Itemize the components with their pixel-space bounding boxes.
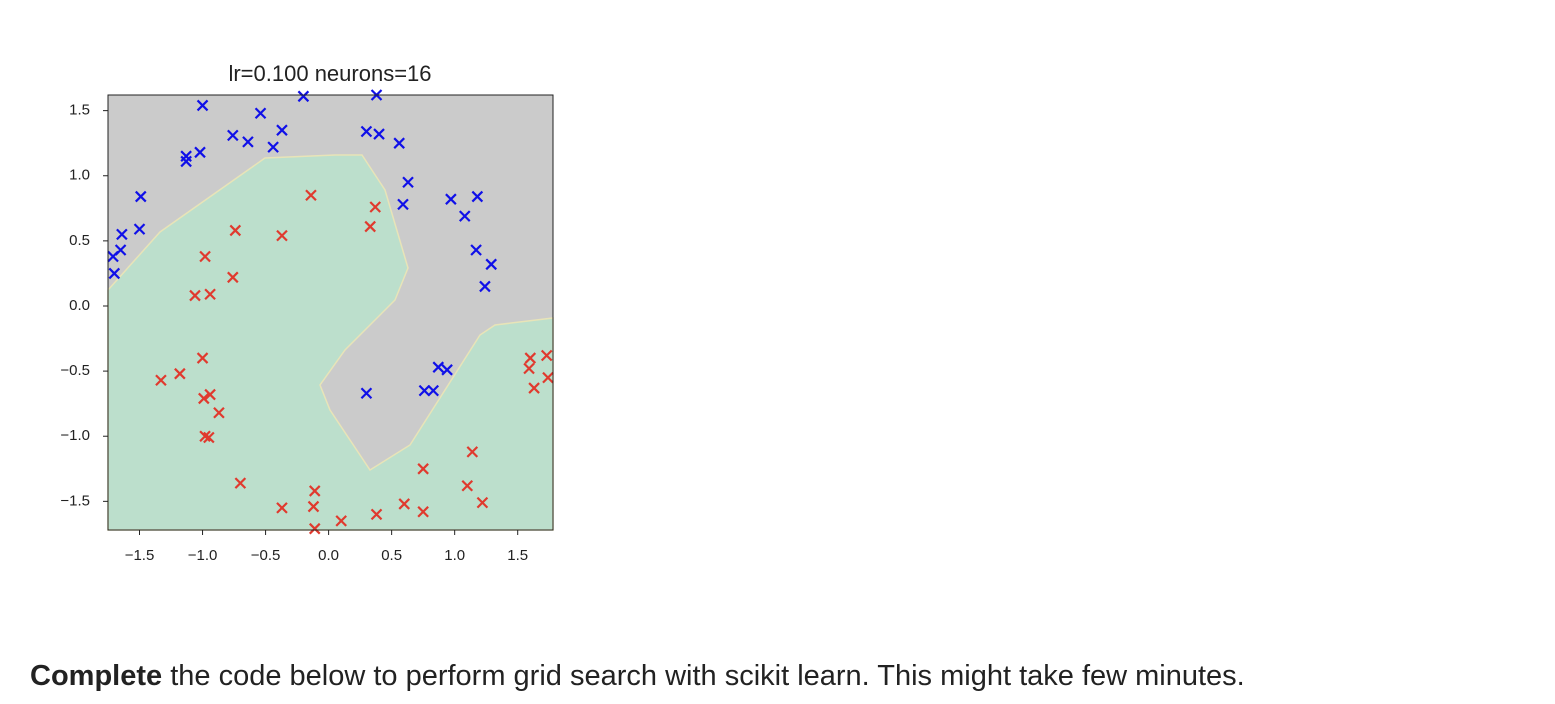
point: [364, 220, 376, 233]
point: [458, 210, 471, 222]
x-tick-label: 1.5: [507, 547, 528, 564]
point: [308, 522, 321, 535]
point: [297, 90, 310, 103]
point: [471, 190, 484, 203]
point: [528, 382, 540, 394]
point: [199, 430, 211, 443]
point: [116, 228, 128, 241]
point: [174, 367, 186, 380]
point: [418, 384, 431, 397]
point: [194, 146, 206, 159]
point: [373, 128, 385, 140]
point: [204, 288, 216, 301]
point: [461, 479, 474, 492]
y-tick-label: 0.0: [69, 297, 90, 314]
point: [203, 431, 215, 444]
y-tick-label: −1.5: [60, 492, 90, 509]
point: [360, 125, 373, 138]
instruction: Complete the code below to perform grid …: [30, 660, 1245, 692]
point: [108, 267, 121, 280]
point: [189, 289, 201, 302]
point: [234, 477, 247, 489]
point: [204, 388, 216, 401]
point: [523, 362, 535, 375]
point: [369, 201, 382, 213]
point: [307, 500, 320, 513]
point: [370, 508, 383, 521]
point: [133, 223, 146, 235]
point: [196, 99, 209, 112]
x-tick-label: −1.0: [188, 547, 218, 564]
point: [360, 387, 373, 400]
point: [542, 371, 554, 384]
point: [155, 374, 167, 387]
point: [476, 496, 489, 509]
point: [199, 250, 211, 263]
point: [242, 136, 254, 148]
x-tick-label: −1.5: [125, 547, 155, 564]
point: [198, 392, 210, 405]
plot-marks: [107, 89, 554, 535]
point: [470, 244, 482, 256]
point: [180, 155, 192, 168]
point: [432, 361, 445, 373]
y-tick-label: 0.5: [69, 232, 90, 249]
instruction-text: the code below to perform grid search wi…: [162, 660, 1245, 692]
point: [107, 250, 119, 263]
point: [196, 352, 209, 364]
y-tick-label: 1.5: [69, 102, 90, 119]
x-tick-label: 0.5: [381, 547, 402, 564]
point: [227, 271, 239, 284]
x-tick-label: 0.0: [318, 547, 339, 564]
y-tick-label: 1.0: [69, 167, 90, 184]
point: [485, 258, 498, 271]
y-tick-label: −1.0: [60, 427, 90, 444]
x-tick-label: 1.0: [444, 547, 465, 564]
point: [540, 349, 553, 362]
point: [427, 384, 440, 397]
x-tick-label: −0.5: [251, 547, 281, 564]
point: [417, 463, 429, 475]
plot-frame: [107, 94, 554, 531]
point: [397, 198, 409, 211]
point: [276, 124, 288, 136]
point: [441, 364, 453, 376]
instruction-bold: Complete: [30, 660, 162, 692]
point: [524, 352, 537, 364]
chart-title: lr=0.100 neurons=16: [228, 61, 431, 86]
point: [398, 498, 411, 510]
point: [267, 141, 279, 153]
point: [213, 407, 225, 419]
point: [445, 193, 457, 205]
point: [335, 515, 347, 527]
y-tick-label: −0.5: [60, 362, 90, 379]
point: [229, 224, 242, 237]
point: [276, 502, 288, 514]
point: [276, 229, 288, 242]
point: [134, 190, 147, 203]
point: [417, 505, 429, 518]
point: [466, 446, 479, 458]
point: [393, 137, 405, 149]
point: [308, 485, 321, 497]
point: [479, 280, 491, 293]
point: [305, 189, 317, 202]
point: [227, 129, 239, 142]
point: [402, 176, 414, 189]
point: [254, 107, 267, 120]
